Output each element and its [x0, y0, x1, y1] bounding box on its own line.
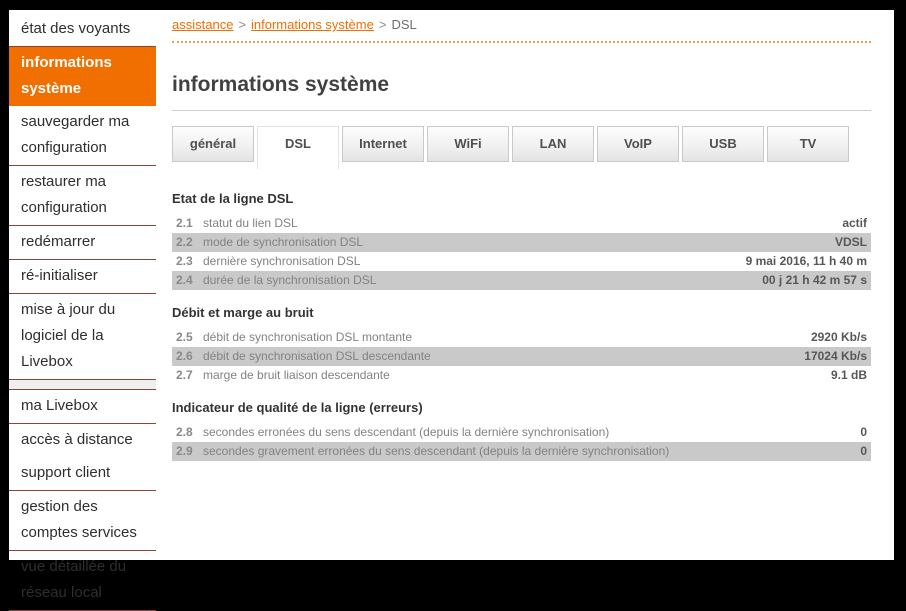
row-value: 9 mai 2016, 11 h 40 m: [745, 254, 867, 268]
tab-general[interactable]: général: [172, 126, 254, 162]
row-value: 17024 Kb/s: [804, 349, 867, 363]
table-row: 2.8 secondes erronées du sens descendant …: [172, 423, 871, 442]
breadcrumb-separator: >: [378, 17, 387, 32]
tab-tv[interactable]: TV: [767, 126, 849, 162]
sidebar-item-restaurer-ma-configuration[interactable]: restaurer ma configuration: [9, 166, 156, 226]
row-number: 2.1: [176, 216, 193, 230]
row-label: débit de synchronisation DSL descendante: [203, 349, 431, 363]
sidebar-item-support-client[interactable]: support client: [9, 457, 156, 491]
row-value: 9.1 dB: [830, 368, 867, 382]
section-title: Débit et marge au bruit: [172, 305, 314, 320]
row-number: 2.8: [176, 425, 193, 439]
row-number: 2.6: [176, 349, 193, 363]
row-value: 0: [860, 444, 867, 458]
table-row: 2.3 dernière synchronisation DSL 9 mai 201…: [172, 252, 871, 271]
title-divider: [172, 110, 871, 111]
tab-voip[interactable]: VoIP: [597, 126, 679, 162]
breadcrumb: assistance > informations système > DSL: [172, 10, 871, 43]
row-label: secondes gravement erronées du sens desc…: [203, 444, 670, 458]
row-value: 00 j 21 h 42 m 57 s: [762, 273, 867, 287]
table-row: 2.5 débit de synchronisation DSL montante…: [172, 328, 871, 347]
row-number: 2.3: [176, 254, 193, 268]
table-row: 2.7 marge de bruit liaison descendante 9.1…: [172, 366, 871, 385]
tab-lan[interactable]: LAN: [512, 126, 594, 162]
section-title: Etat de la ligne DSL: [172, 191, 294, 206]
info-sections: Etat de la ligne DSL 2.1 statut du lien DS…: [172, 191, 871, 461]
row-number: 2.2: [176, 235, 193, 249]
row-label: statut du lien DSL: [203, 216, 298, 230]
table-row: 2.1 statut du lien DSL actif: [172, 214, 871, 233]
row-number: 2.4: [176, 273, 193, 287]
sidebar-item-ma-livebox[interactable]: ma Livebox: [9, 390, 156, 424]
content-panel: état des voyants informations système sauv…: [9, 10, 894, 611]
breadcrumb-link-informations-systeme[interactable]: informations système: [251, 17, 374, 32]
row-label: durée de la synchronisation DSL: [203, 273, 377, 287]
sidebar-item-etat-des-voyants[interactable]: état des voyants: [9, 13, 156, 47]
sidebar-item-acces-a-distance[interactable]: accès à distance: [21, 431, 133, 448]
info-section: Indicateur de qualité de la ligne (erreu…: [172, 400, 871, 461]
row-label: dernière synchronisation DSL: [203, 254, 361, 268]
breadcrumb-current-dsl: DSL: [391, 17, 417, 32]
info-section: Etat de la ligne DSL 2.1 statut du lien DS…: [172, 191, 871, 290]
row-number: 2.9: [176, 444, 193, 458]
row-value: 0: [860, 425, 867, 439]
table-row: 2.6 débit de synchronisation DSL descenda…: [172, 347, 871, 366]
main-content: assistance > informations système > DSL info…: [156, 10, 894, 560]
table-row: 2.9 secondes gravement erronées du sens d…: [172, 442, 871, 461]
section-title: Indicateur de qualité de la ligne (erreu…: [172, 400, 423, 415]
row-number: 2.5: [176, 330, 193, 344]
sidebar-item-redemarrer[interactable]: redémarrer: [9, 226, 156, 260]
row-label: secondes erronées du sens descendant (de…: [203, 425, 610, 439]
sidebar-spacer: [9, 380, 156, 390]
table-row: 2.2 mode de synchronisation DSL VDSL: [172, 233, 871, 252]
row-number: 2.7: [176, 368, 193, 382]
page-title: informations système: [172, 73, 390, 96]
row-value: VDSL: [834, 235, 867, 249]
sidebar-item-vue-detaillee-du-reseau-local[interactable]: vue détaillée du réseau local: [9, 551, 156, 611]
sidebar-item-gestion-des-comptes-services[interactable]: gestion des comptes services: [9, 491, 156, 551]
row-value: 2920 Kb/s: [810, 330, 867, 344]
tab-bar: général DSL Internet WiFi LAN VoIP USB TV: [172, 126, 871, 170]
info-section: Débit et marge au bruit 2.5 débit de synch…: [172, 305, 871, 385]
breadcrumb-separator: >: [238, 17, 247, 32]
breadcrumb-link-assistance[interactable]: assistance: [172, 17, 234, 32]
tab-internet[interactable]: Internet: [342, 126, 424, 162]
tab-wifi[interactable]: WiFi: [427, 126, 509, 162]
sidebar-item-informations-systeme[interactable]: informations système: [9, 47, 156, 106]
row-value: actif: [842, 216, 867, 230]
sidebar: état des voyants informations système sauv…: [9, 10, 156, 611]
row-label: débit de synchronisation DSL montante: [203, 330, 413, 344]
sidebar-item-mise-a-jour-du-logiciel[interactable]: mise à jour du logiciel de la Livebox: [9, 294, 156, 380]
table-row: 2.4 durée de la synchronisation DSL 00 j 2…: [172, 271, 871, 290]
tab-usb[interactable]: USB: [682, 126, 764, 162]
tab-dsl[interactable]: DSL: [257, 126, 339, 169]
sidebar-item-sauvegarder-ma-configuration[interactable]: sauvegarder ma configuration: [9, 106, 156, 166]
row-label: mode de synchronisation DSL: [203, 235, 364, 249]
sidebar-item-re-initialiser[interactable]: ré-initialiser: [9, 260, 156, 294]
row-label: marge de bruit liaison descendante: [203, 368, 390, 382]
